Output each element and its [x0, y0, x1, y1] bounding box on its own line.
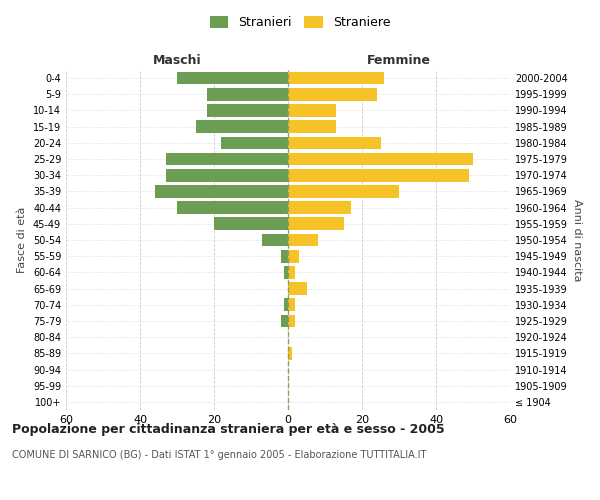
Bar — [288, 218, 343, 230]
Bar — [288, 185, 399, 198]
Text: COMUNE DI SARNICO (BG) - Dati ISTAT 1° gennaio 2005 - Elaborazione TUTTITALIA.IT: COMUNE DI SARNICO (BG) - Dati ISTAT 1° g… — [12, 450, 427, 460]
Y-axis label: Anni di nascita: Anni di nascita — [572, 198, 581, 281]
Bar — [281, 314, 288, 328]
Bar — [281, 250, 288, 262]
Bar — [288, 202, 351, 214]
Bar — [262, 234, 288, 246]
Bar — [206, 104, 288, 117]
Bar — [221, 136, 288, 149]
Text: Femmine: Femmine — [367, 54, 431, 67]
Bar — [166, 152, 288, 166]
Bar — [288, 169, 469, 181]
Bar — [288, 234, 317, 246]
Y-axis label: Fasce di età: Fasce di età — [17, 207, 27, 273]
Bar — [288, 88, 377, 101]
Text: Popolazione per cittadinanza straniera per età e sesso - 2005: Popolazione per cittadinanza straniera p… — [12, 422, 445, 436]
Bar — [177, 72, 288, 85]
Bar — [166, 169, 288, 181]
Bar — [214, 218, 288, 230]
Bar — [288, 266, 295, 278]
Bar — [284, 266, 288, 278]
Bar — [288, 298, 295, 311]
Bar — [288, 72, 384, 85]
Bar — [288, 250, 299, 262]
Bar — [206, 88, 288, 101]
Bar — [288, 136, 380, 149]
Bar — [155, 185, 288, 198]
Bar — [284, 298, 288, 311]
Bar — [288, 282, 307, 295]
Bar — [288, 347, 292, 360]
Bar — [288, 104, 336, 117]
Bar — [288, 314, 295, 328]
Text: Maschi: Maschi — [152, 54, 202, 67]
Bar — [288, 152, 473, 166]
Bar — [196, 120, 288, 133]
Bar — [288, 120, 336, 133]
Legend: Stranieri, Straniere: Stranieri, Straniere — [205, 11, 395, 34]
Bar — [177, 202, 288, 214]
